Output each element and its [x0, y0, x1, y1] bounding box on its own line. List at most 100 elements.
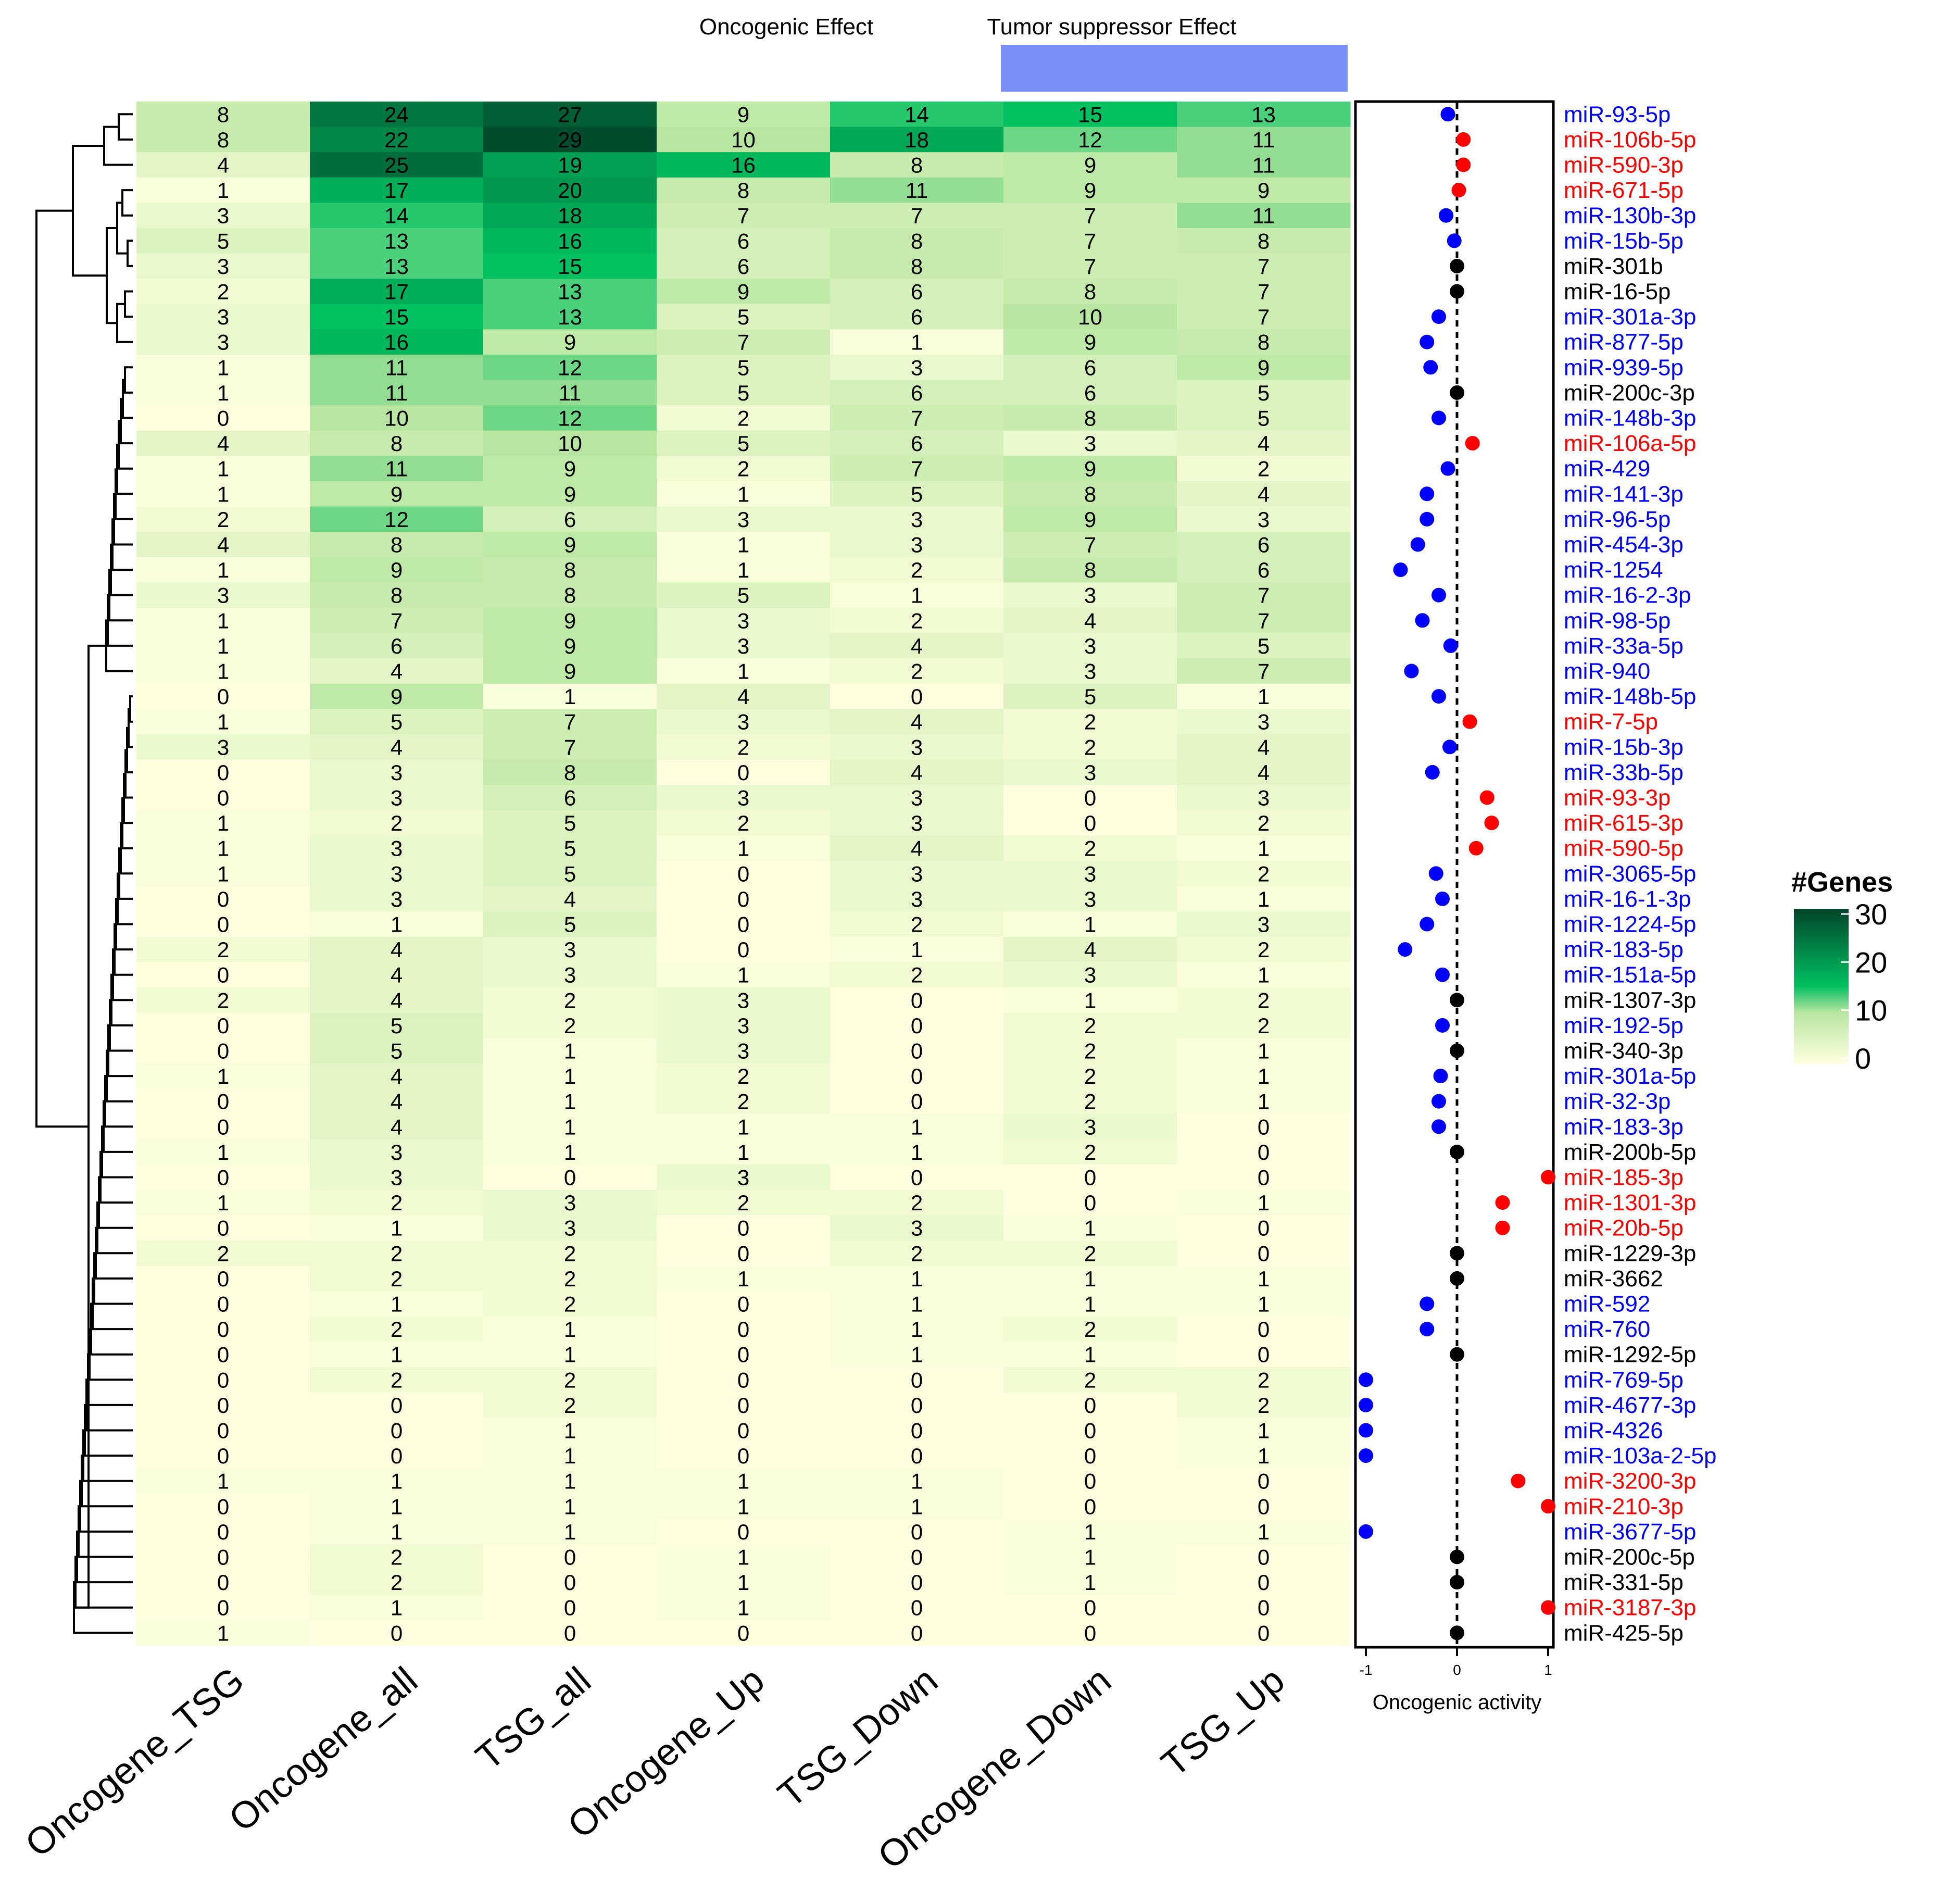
heatmap-cell-label: 1 — [1258, 684, 1270, 709]
heatmap-cell — [1177, 1468, 1351, 1494]
heatmap-cell-label: 1 — [391, 1469, 403, 1494]
heatmap-cell-label: 3 — [564, 937, 576, 962]
heatmap-cell-label: 1 — [737, 558, 749, 582]
heatmap-cell — [483, 1620, 657, 1646]
heatmap-cell-label: 0 — [564, 1596, 576, 1620]
heatmap-cell — [1003, 177, 1177, 203]
heatmap-cell-label: 18 — [905, 128, 929, 152]
heatmap-cell-label: 9 — [1084, 457, 1096, 481]
heatmap-cell — [136, 835, 310, 861]
heatmap-cell-label: 9 — [564, 330, 576, 355]
heatmap-cell-label: 0 — [217, 1114, 229, 1139]
row-label: miR-615-3p — [1564, 810, 1684, 836]
row-label: miR-210-3p — [1564, 1494, 1684, 1519]
heatmap-cell — [483, 1392, 657, 1418]
heatmap-cell — [310, 1139, 484, 1165]
heatmap-cell-label: 9 — [391, 482, 403, 506]
heatmap-cell — [136, 1063, 310, 1089]
heatmap-cell — [310, 835, 484, 861]
heatmap-cell — [657, 1519, 831, 1545]
heatmap-cell — [1003, 785, 1177, 811]
activity-point — [1420, 511, 1435, 527]
heatmap-cell-label: 3 — [391, 760, 403, 785]
row-label: miR-592 — [1564, 1292, 1650, 1317]
heatmap-cell — [483, 1367, 657, 1393]
heatmap-cell-label: 6 — [911, 431, 923, 456]
heatmap-cell — [1003, 456, 1177, 482]
heatmap-cell-label: 4 — [391, 659, 403, 684]
heatmap-cell — [483, 506, 657, 532]
heatmap-cell — [483, 102, 657, 128]
heatmap-cell — [657, 1418, 831, 1444]
heatmap-cell-label: 2 — [1084, 710, 1096, 734]
heatmap-cell — [1003, 228, 1177, 254]
heatmap-cell — [136, 405, 310, 431]
heatmap-cell — [310, 1367, 484, 1393]
heatmap-cell-label: 0 — [911, 1039, 923, 1063]
heatmap-cell — [1003, 658, 1177, 684]
heatmap-cell-label: 8 — [391, 431, 403, 456]
activity-point — [1484, 816, 1499, 831]
heatmap-cell-label: 8 — [391, 533, 403, 557]
heatmap-cell — [830, 1215, 1004, 1241]
heatmap-cell-label: 1 — [391, 1596, 403, 1620]
heatmap-cell-label: 18 — [558, 204, 582, 228]
heatmap-cell-label: 6 — [1258, 558, 1270, 582]
heatmap-cell — [136, 1544, 310, 1570]
row-label: miR-590-3p — [1564, 153, 1684, 178]
heatmap-cell — [310, 405, 484, 431]
activity-point — [1404, 663, 1419, 679]
heatmap-cell-label: 10 — [731, 128, 756, 152]
heatmap-cell — [830, 608, 1004, 634]
heatmap-cell-label: 5 — [564, 912, 576, 937]
heatmap-cell-label: 4 — [1258, 482, 1270, 506]
heatmap-cell — [830, 1316, 1004, 1342]
heatmap-cell — [136, 102, 310, 128]
heatmap-cell-label: 2 — [564, 1368, 576, 1392]
heatmap-cell-label: 1 — [911, 1292, 923, 1317]
activity-point — [1450, 1549, 1464, 1564]
activity-point — [1435, 891, 1450, 906]
heatmap-cell — [136, 1620, 310, 1646]
heatmap-cell — [1177, 1595, 1351, 1621]
heatmap-cell-label: 14 — [905, 102, 929, 127]
heatmap-cell — [1003, 861, 1177, 887]
heatmap-cell-label: 0 — [911, 1520, 923, 1544]
heatmap-cell-label: 2 — [1084, 1064, 1096, 1088]
heatmap-cell — [830, 987, 1004, 1013]
heatmap-cell-label: 3 — [911, 533, 923, 557]
heatmap-cell-label: 16 — [384, 330, 409, 355]
row-label: miR-1224-5p — [1564, 912, 1696, 937]
heatmap-cell — [310, 1266, 484, 1292]
activity-point — [1450, 1347, 1464, 1362]
heatmap-cell — [310, 1418, 484, 1444]
heatmap-cell-label: 8 — [564, 558, 576, 582]
heatmap-cell — [657, 102, 831, 128]
heatmap-cell-label: 13 — [384, 229, 409, 253]
heatmap-cell — [136, 279, 310, 305]
heatmap-cell-label: 0 — [1084, 811, 1096, 835]
heatmap-cell — [136, 1392, 310, 1418]
heatmap-cell-label: 2 — [1084, 1013, 1096, 1038]
heatmap-cell-label: 0 — [217, 887, 229, 911]
heatmap-cell — [136, 1595, 310, 1621]
heatmap-cell-label: 5 — [391, 710, 403, 734]
heatmap-cell — [1003, 380, 1177, 406]
heatmap-cell-label: 1 — [1258, 1039, 1270, 1063]
heatmap-cell-label: 2 — [391, 1267, 403, 1291]
heatmap-cell — [657, 835, 831, 861]
heatmap-cell-label: 13 — [558, 305, 582, 329]
heatmap-cell — [483, 279, 657, 305]
heatmap-cell — [310, 1569, 484, 1595]
heatmap-cell — [1003, 1620, 1177, 1646]
heatmap-cell — [136, 557, 310, 583]
heatmap-cell — [310, 1215, 484, 1241]
heatmap-cell — [830, 1494, 1004, 1520]
heatmap-cell-label: 0 — [391, 1393, 403, 1418]
heatmap-cell-label: 1 — [217, 836, 229, 861]
heatmap-cell-label: 3 — [564, 1216, 576, 1241]
heatmap-cell — [830, 456, 1004, 482]
heatmap-cell-label: 1 — [564, 1039, 576, 1063]
heatmap-cell-label: 0 — [217, 406, 229, 431]
row-label: miR-15b-5p — [1564, 228, 1684, 254]
